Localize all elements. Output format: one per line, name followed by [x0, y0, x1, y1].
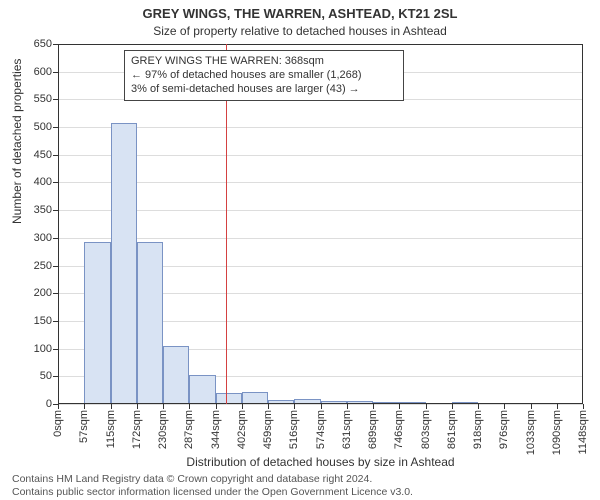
- y-tick-label: 0: [46, 398, 52, 410]
- y-tick-mark: [53, 210, 58, 211]
- y-tick-label: 250: [34, 260, 52, 272]
- x-tick-mark: [216, 404, 217, 409]
- x-tick-label: 0sqm: [52, 410, 64, 437]
- x-tick-label: 172sqm: [131, 410, 143, 449]
- x-tick-mark: [268, 404, 269, 409]
- y-tick-mark: [53, 293, 58, 294]
- x-tick-mark: [294, 404, 295, 409]
- x-tick-label: 230sqm: [157, 410, 169, 449]
- x-tick-mark: [163, 404, 164, 409]
- x-axis-label: Distribution of detached houses by size …: [58, 455, 583, 469]
- annotation-line-2: ← 97% of detached houses are smaller (1,…: [131, 69, 397, 83]
- annotation-line-3: 3% of semi-detached houses are larger (4…: [131, 83, 397, 97]
- x-tick-label: 459sqm: [262, 410, 274, 449]
- y-tick-label: 400: [34, 176, 52, 188]
- y-tick-mark: [53, 376, 58, 377]
- x-tick-label: 115sqm: [105, 410, 117, 448]
- x-tick-mark: [84, 404, 85, 409]
- x-tick-label: 746sqm: [393, 410, 405, 449]
- y-tick-mark: [53, 321, 58, 322]
- y-tick-mark: [53, 266, 58, 267]
- x-tick-mark: [399, 404, 400, 409]
- x-tick-label: 287sqm: [183, 410, 195, 449]
- y-tick-mark: [53, 238, 58, 239]
- x-tick-label: 1033sqm: [525, 410, 537, 455]
- y-tick-label: 100: [34, 343, 52, 355]
- x-tick-label: 344sqm: [210, 410, 222, 449]
- y-tick-label: 650: [34, 38, 52, 50]
- y-tick-label: 350: [34, 204, 52, 216]
- y-tick-mark: [53, 349, 58, 350]
- y-tick-mark: [53, 44, 58, 45]
- x-tick-label: 402sqm: [236, 410, 248, 449]
- x-tick-mark: [321, 404, 322, 409]
- x-tick-label: 516sqm: [288, 410, 300, 449]
- x-tick-label: 1090sqm: [551, 410, 563, 455]
- x-tick-mark: [189, 404, 190, 409]
- x-tick-mark: [531, 404, 532, 409]
- x-tick-label: 803sqm: [420, 410, 432, 449]
- x-tick-label: 631sqm: [341, 410, 353, 449]
- y-tick-mark: [53, 99, 58, 100]
- y-tick-label: 550: [34, 93, 52, 105]
- chart-title-address: GREY WINGS, THE WARREN, ASHTEAD, KT21 2S…: [0, 6, 600, 21]
- x-tick-mark: [426, 404, 427, 409]
- footer-line-1: Contains HM Land Registry data © Crown c…: [12, 473, 413, 486]
- x-tick-label: 918sqm: [472, 410, 484, 449]
- x-tick-label: 57sqm: [78, 410, 90, 443]
- y-tick-label: 50: [40, 370, 52, 382]
- x-tick-label: 689sqm: [367, 410, 379, 449]
- y-tick-label: 450: [34, 149, 52, 161]
- x-tick-mark: [478, 404, 479, 409]
- annotation-box: GREY WINGS THE WARREN: 368sqm ← 97% of d…: [124, 50, 404, 101]
- x-tick-mark: [347, 404, 348, 409]
- annotation-line-1: GREY WINGS THE WARREN: 368sqm: [131, 55, 397, 69]
- y-tick-label: 150: [34, 315, 52, 327]
- y-tick-mark: [53, 155, 58, 156]
- y-tick-mark: [53, 72, 58, 73]
- x-tick-label: 574sqm: [315, 410, 327, 449]
- x-tick-label: 861sqm: [446, 410, 458, 449]
- x-tick-mark: [137, 404, 138, 409]
- x-tick-mark: [583, 404, 584, 409]
- y-tick-label: 200: [34, 287, 52, 299]
- x-tick-mark: [373, 404, 374, 409]
- chart-subtitle: Size of property relative to detached ho…: [0, 24, 600, 38]
- x-tick-mark: [557, 404, 558, 409]
- footer-line-2: Contains public sector information licen…: [12, 486, 413, 499]
- x-tick-mark: [504, 404, 505, 409]
- y-tick-mark: [53, 182, 58, 183]
- x-tick-mark: [58, 404, 59, 409]
- footer-attribution: Contains HM Land Registry data © Crown c…: [12, 473, 413, 499]
- plot-area: 0501001502002503003504004505005506006500…: [58, 44, 583, 404]
- x-tick-mark: [452, 404, 453, 409]
- x-tick-label: 1148sqm: [577, 410, 589, 454]
- x-tick-label: 976sqm: [498, 410, 510, 449]
- y-tick-label: 600: [34, 66, 52, 78]
- y-tick-label: 500: [34, 121, 52, 133]
- y-axis-label: Number of detached properties: [10, 59, 24, 224]
- x-tick-mark: [242, 404, 243, 409]
- y-tick-mark: [53, 127, 58, 128]
- x-tick-mark: [111, 404, 112, 409]
- y-tick-label: 300: [34, 232, 52, 244]
